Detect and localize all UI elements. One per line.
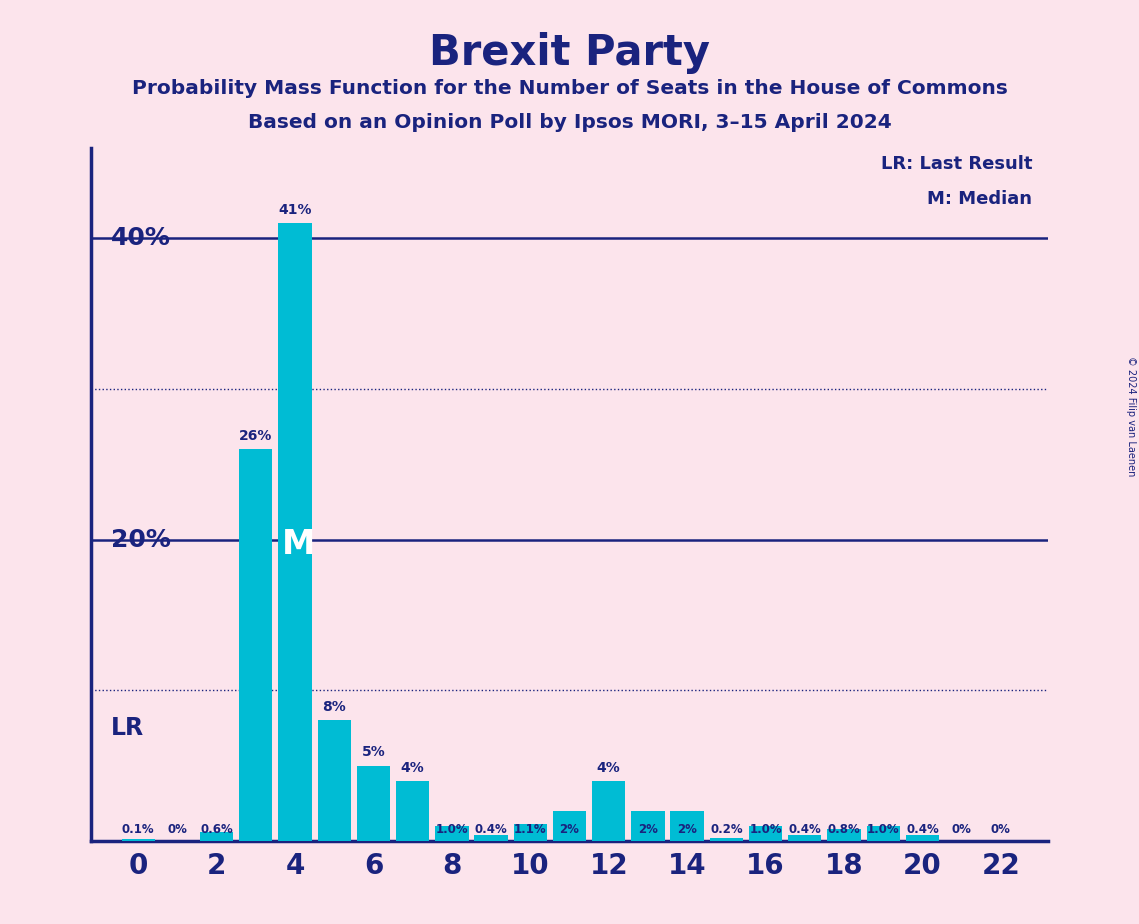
Text: 1.0%: 1.0% [867,823,900,836]
Text: 4%: 4% [401,760,425,774]
Text: 0.6%: 0.6% [200,823,233,836]
Bar [514,824,547,841]
Bar [788,834,821,841]
Text: 0.8%: 0.8% [828,823,860,836]
Text: © 2024 Filip van Laenen: © 2024 Filip van Laenen [1126,356,1136,476]
Bar [435,826,468,841]
Bar [906,834,939,841]
Bar [278,224,312,841]
Text: M: Median: M: Median [927,190,1032,208]
Bar [357,765,390,841]
Text: LR: Last Result: LR: Last Result [880,155,1032,174]
Text: 1.1%: 1.1% [514,823,547,836]
Bar [475,834,508,841]
Text: 0%: 0% [991,823,1010,836]
Bar [122,839,155,841]
Text: Based on an Opinion Poll by Ipsos MORI, 3–15 April 2024: Based on an Opinion Poll by Ipsos MORI, … [247,113,892,132]
Text: 20%: 20% [110,528,171,552]
Text: 2%: 2% [559,823,580,836]
Bar [631,810,664,841]
Text: 0%: 0% [167,823,187,836]
Text: 40%: 40% [110,226,171,250]
Text: 4%: 4% [597,760,621,774]
Bar [749,826,782,841]
Bar [200,832,233,841]
Text: 0.1%: 0.1% [122,823,155,836]
Bar [592,781,625,841]
Bar [671,810,704,841]
Bar [867,826,900,841]
Text: 8%: 8% [322,700,346,714]
Text: 2%: 2% [638,823,658,836]
Text: Probability Mass Function for the Number of Seats in the House of Commons: Probability Mass Function for the Number… [132,79,1007,98]
Text: 0.2%: 0.2% [710,823,743,836]
Bar [552,810,587,841]
Text: 1.0%: 1.0% [749,823,781,836]
Bar [396,781,429,841]
Bar [827,829,861,841]
Bar [710,838,743,841]
Bar [318,721,351,841]
Text: 5%: 5% [361,746,385,760]
Bar [239,449,272,841]
Text: 41%: 41% [278,203,312,217]
Text: 0%: 0% [952,823,972,836]
Text: 2%: 2% [678,823,697,836]
Text: Brexit Party: Brexit Party [429,32,710,74]
Text: M: M [282,528,316,561]
Text: 0.4%: 0.4% [475,823,508,836]
Text: LR: LR [110,716,144,740]
Text: 26%: 26% [239,429,272,444]
Text: 0.4%: 0.4% [788,823,821,836]
Text: 0.4%: 0.4% [906,823,939,836]
Text: 1.0%: 1.0% [435,823,468,836]
